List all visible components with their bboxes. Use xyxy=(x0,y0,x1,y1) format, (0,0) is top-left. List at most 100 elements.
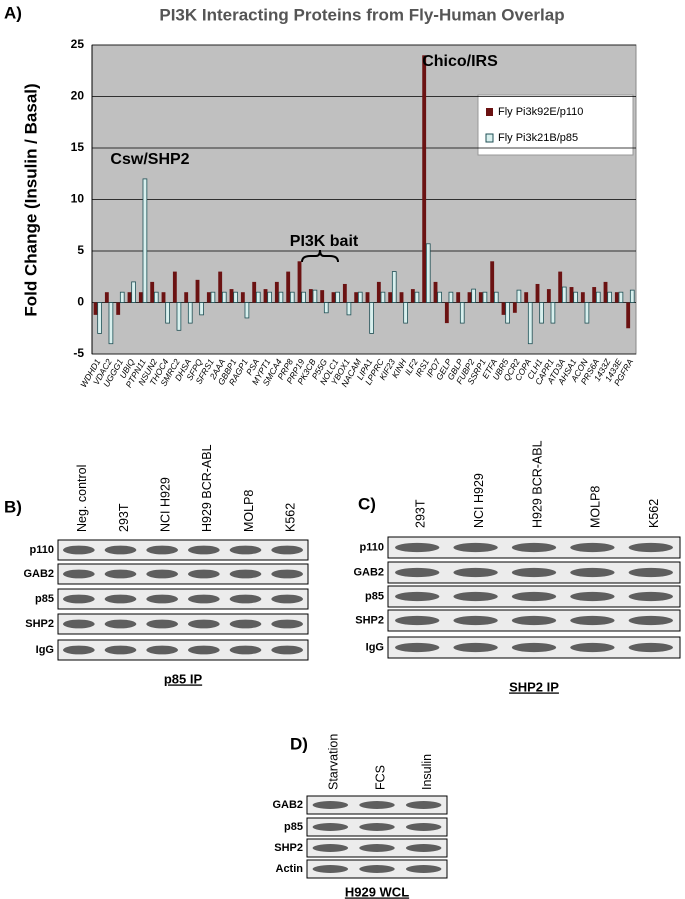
blot-caption: p85 IP xyxy=(164,671,203,686)
blot-band xyxy=(188,619,220,629)
panel-label: D) xyxy=(290,734,308,753)
blot-band xyxy=(63,545,95,555)
annotation: PI3K bait xyxy=(290,233,359,250)
bar xyxy=(354,292,359,303)
row-label: IgG xyxy=(366,641,384,653)
blot-band xyxy=(570,591,615,602)
bar xyxy=(512,302,517,313)
bar xyxy=(127,292,132,303)
bar xyxy=(490,261,495,303)
blot-band xyxy=(104,645,137,655)
bar xyxy=(286,271,291,303)
blot-band xyxy=(570,567,615,578)
bar xyxy=(603,281,608,303)
blot-band xyxy=(63,645,95,655)
bar xyxy=(546,289,551,303)
blot-strip xyxy=(57,563,309,585)
bar xyxy=(308,289,313,303)
blot-band xyxy=(511,591,557,602)
row-label: GAB2 xyxy=(272,799,303,811)
bar xyxy=(388,292,393,303)
blot-band xyxy=(511,542,557,553)
bar xyxy=(184,292,189,303)
blot-band xyxy=(271,545,303,555)
blot-band xyxy=(511,615,557,626)
blot-band xyxy=(229,645,262,655)
bar xyxy=(138,292,143,303)
bar xyxy=(550,302,556,324)
row-label: p85 xyxy=(35,593,54,605)
bar xyxy=(199,302,204,316)
y-tick-label: -5 xyxy=(73,346,84,360)
blot-band xyxy=(453,615,498,626)
y-tick-label: 5 xyxy=(77,243,84,257)
blot-band xyxy=(312,844,349,852)
bar xyxy=(467,292,472,303)
bar xyxy=(422,55,427,303)
annotation: Csw/SHP2 xyxy=(110,151,189,168)
blot-band xyxy=(271,645,303,655)
bar xyxy=(459,302,465,324)
bar xyxy=(161,292,166,303)
row-label: Actin xyxy=(276,863,304,875)
blot-band xyxy=(146,619,179,629)
row-label: SHP2 xyxy=(355,614,384,626)
bar xyxy=(376,281,381,303)
bar xyxy=(346,302,352,316)
blot-band xyxy=(312,801,349,809)
blot-band xyxy=(405,823,442,831)
bar xyxy=(108,302,114,345)
bar xyxy=(267,291,272,303)
bar xyxy=(580,292,585,303)
blot-band xyxy=(188,645,220,655)
lane-label: Starvation xyxy=(327,734,341,790)
blot-band xyxy=(63,569,95,579)
bar xyxy=(165,302,170,324)
bar xyxy=(218,271,223,303)
blot-band xyxy=(271,569,303,579)
bar xyxy=(116,302,121,315)
bar xyxy=(240,292,245,303)
bar xyxy=(142,178,148,303)
bar xyxy=(153,291,159,303)
blot-band xyxy=(271,619,303,629)
blot-band xyxy=(146,569,179,579)
bar xyxy=(289,291,295,303)
lane-label: Neg. control xyxy=(75,465,89,532)
bar xyxy=(478,292,483,303)
blot-band xyxy=(395,642,440,653)
bar xyxy=(221,291,227,303)
row-label: SHP2 xyxy=(274,842,303,854)
bar xyxy=(233,291,238,303)
blot-band xyxy=(570,615,615,626)
blot-band xyxy=(405,865,442,873)
bar xyxy=(626,302,631,329)
bar xyxy=(244,302,250,319)
blot-band xyxy=(104,619,137,629)
panel-label: C) xyxy=(358,494,376,513)
lane-label: MOLP8 xyxy=(589,486,603,528)
row-label: p85 xyxy=(284,821,303,833)
blot-strip xyxy=(57,639,309,661)
blot-strip xyxy=(57,613,309,635)
bar xyxy=(501,302,506,315)
blot-band xyxy=(359,823,395,831)
lane-label: 293T xyxy=(117,503,131,532)
blot-band xyxy=(453,591,498,602)
bar xyxy=(595,291,601,303)
blot-band xyxy=(628,542,673,553)
bar xyxy=(614,292,619,303)
blot-band xyxy=(359,865,395,873)
bar xyxy=(456,292,461,303)
bar xyxy=(274,281,279,303)
blot-band xyxy=(312,823,349,831)
bar xyxy=(365,292,370,303)
bar xyxy=(210,291,216,303)
bar xyxy=(516,289,522,303)
blot-band xyxy=(271,594,303,604)
blot-band xyxy=(63,619,95,629)
lane-label: H929 BCR-ABL xyxy=(530,440,544,528)
bar xyxy=(357,291,363,303)
bar xyxy=(176,302,182,331)
lane-label: Insulin xyxy=(420,754,434,790)
